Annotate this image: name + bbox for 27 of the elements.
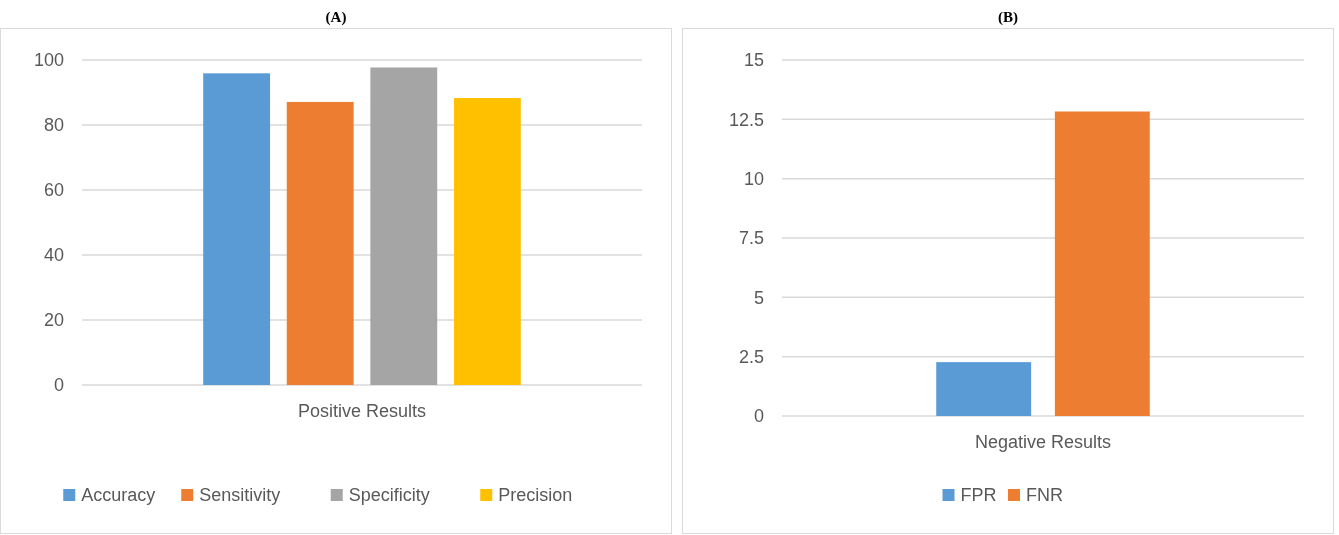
chart-title: (A) [325, 9, 347, 26]
y-tick-label: 100 [33, 50, 64, 71]
y-tick-label: 20 [43, 310, 64, 331]
legend-label: FNR [1026, 485, 1063, 506]
bar [453, 98, 521, 385]
x-tick-label: Negative Results [974, 432, 1112, 452]
y-tick-label: 0 [53, 375, 64, 396]
y-tick-label: 15 [743, 50, 764, 71]
legend-label: Precision [498, 485, 573, 506]
y-tick-label: 10 [743, 168, 764, 189]
y-tick-label: 5 [753, 287, 764, 308]
y-tick-label: 80 [43, 115, 64, 136]
legend-label: Accuracy [81, 485, 156, 506]
y-tick-label: 0 [753, 406, 764, 427]
legend-label: Sensitivity [199, 485, 281, 506]
y-tick-label: 40 [43, 245, 64, 266]
legend-label: FPR [960, 485, 997, 506]
bar [286, 101, 354, 385]
chart-title: (B) [998, 9, 1018, 26]
x-tick-label: Positive Results [297, 401, 427, 421]
y-tick-label: 12.5 [728, 109, 764, 130]
bar [370, 67, 438, 385]
legend-label: Specificity [348, 485, 430, 506]
bar [203, 73, 271, 385]
y-tick-label: 2.5 [738, 346, 764, 367]
y-tick-label: 7.5 [738, 228, 764, 249]
y-tick-label: 60 [43, 180, 64, 201]
